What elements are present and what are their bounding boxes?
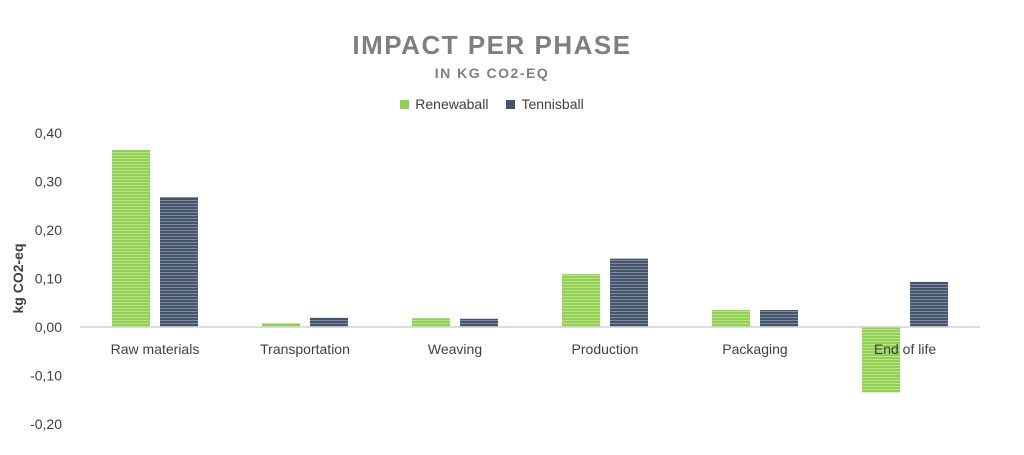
legend: Renewaball Tennisball <box>0 96 984 112</box>
category-label: End of life <box>874 341 936 357</box>
bar-renewaball-production <box>562 274 600 327</box>
y-tick-label: 0,00 <box>35 319 62 335</box>
category-label: Weaving <box>428 341 482 357</box>
bar-renewaball-transportation <box>262 323 300 327</box>
category-label: Production <box>572 341 639 357</box>
chart-title: IMPACT PER PHASE <box>352 30 632 60</box>
y-tick-label: -0,20 <box>30 416 62 432</box>
bar-tennisball-raw-materials <box>160 197 198 327</box>
y-tick-label: 0,20 <box>35 222 62 238</box>
bar-tennisball-packaging <box>760 310 798 327</box>
y-tick-label: -0,10 <box>30 368 62 384</box>
chart-subtitle: IN KG CO2-EQ <box>434 65 550 81</box>
bar-renewaball-end-of-life <box>862 327 900 393</box>
category-label: Packaging <box>722 341 787 357</box>
category-label: Transportation <box>260 341 350 357</box>
legend-swatch-tennisball <box>506 99 516 109</box>
y-tick-label: 0,40 <box>35 125 62 141</box>
bar-renewaball-raw-materials <box>112 149 150 327</box>
bar-tennisball-transportation <box>310 317 348 327</box>
legend-label-renewaball: Renewaball <box>415 96 489 112</box>
bar-tennisball-end-of-life <box>910 281 948 327</box>
legend-label-tennisball: Tennisball <box>521 96 584 112</box>
category-label: Raw materials <box>111 341 200 357</box>
legend-item-tennisball: Tennisball <box>506 96 584 112</box>
bar-tennisball-production <box>610 258 648 327</box>
y-tick-label: 0,10 <box>35 271 62 287</box>
legend-swatch-renewaball <box>400 99 410 109</box>
bar-renewaball-weaving <box>412 318 450 327</box>
legend-item-renewaball: Renewaball <box>400 96 488 112</box>
bar-renewaball-packaging <box>712 310 750 327</box>
y-tick-label: 0,30 <box>35 174 62 190</box>
bar-tennisball-weaving <box>460 318 498 327</box>
y-axis-title: kg CO2-eq <box>10 243 26 313</box>
